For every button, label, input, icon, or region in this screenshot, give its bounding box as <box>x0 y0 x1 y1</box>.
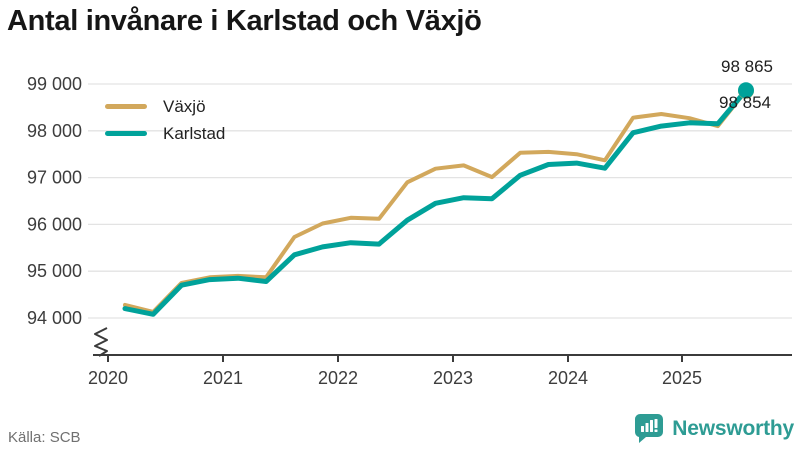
newsworthy-bubble-chart-icon <box>635 414 664 443</box>
x-tick-label: 2025 <box>662 368 702 388</box>
legend-item-karlstad: Karlstad <box>105 123 225 143</box>
karlstad-line-swatch <box>105 130 147 136</box>
y-tick-label: 96 000 <box>27 214 82 234</box>
source-note: Källa: SCB <box>8 429 81 446</box>
newsworthy-brand[interactable]: Newsworthy <box>634 413 794 444</box>
x-tick-label: 2024 <box>548 368 588 388</box>
vaxjo-end-value-label: 98 854 <box>719 93 771 112</box>
x-tick-label: 2020 <box>88 368 128 388</box>
y-axis-break-icon <box>94 327 108 357</box>
legend-item-vaxjo: Växjö <box>105 96 225 116</box>
karlstad-line <box>122 87 749 317</box>
x-tick-label: 2023 <box>433 368 473 388</box>
karlstad-end-value-label: 98 865 <box>721 57 773 76</box>
legend-label-vaxjo: Växjö <box>163 96 206 116</box>
y-tick-label: 97 000 <box>27 168 82 188</box>
newsworthy-logo-text: Newsworthy <box>672 416 794 440</box>
y-tick-label: 95 000 <box>27 261 82 281</box>
x-tick-label: 2022 <box>318 368 358 388</box>
page-title: Antal invånare i Karlstad och Växjö <box>7 5 482 37</box>
vaxjo-line-swatch <box>105 103 147 109</box>
karlstad-latest-point-dot <box>738 82 754 99</box>
legend-label-karlstad: Karlstad <box>163 123 226 143</box>
x-tick-label: 2021 <box>203 368 243 388</box>
y-tick-label: 98 000 <box>27 121 82 141</box>
y-tick-label: 99 000 <box>27 74 82 94</box>
legend: Växjö Karlstad <box>105 96 225 150</box>
y-tick-label: 94 000 <box>27 308 82 328</box>
